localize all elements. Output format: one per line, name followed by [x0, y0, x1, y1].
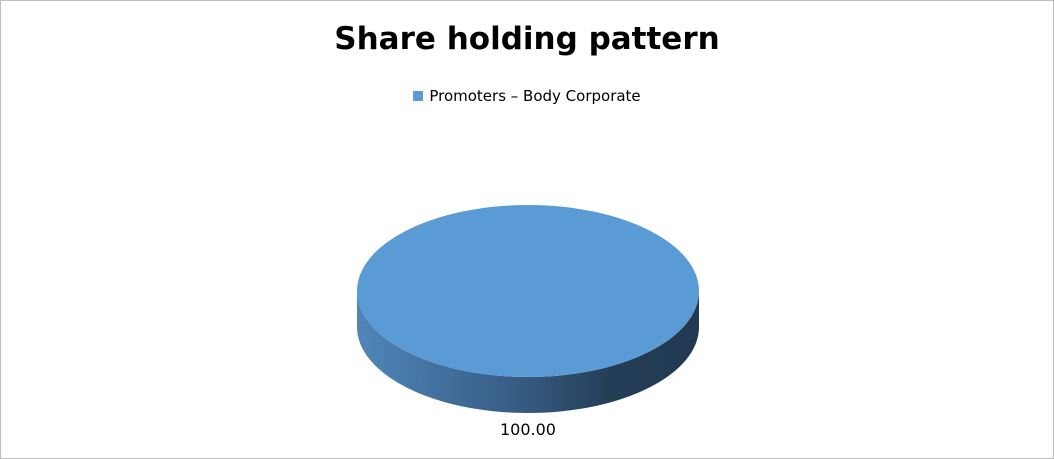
pie-slice-side	[357, 291, 699, 413]
data-label: 100.00	[500, 420, 556, 439]
legend-label: Promoters – Body Corporate	[429, 87, 641, 105]
chart-title: Share holding pattern	[334, 21, 720, 57]
legend-swatch	[413, 91, 424, 101]
legend: Promoters – Body Corporate	[1, 87, 1053, 105]
pie-slice	[357, 205, 699, 377]
